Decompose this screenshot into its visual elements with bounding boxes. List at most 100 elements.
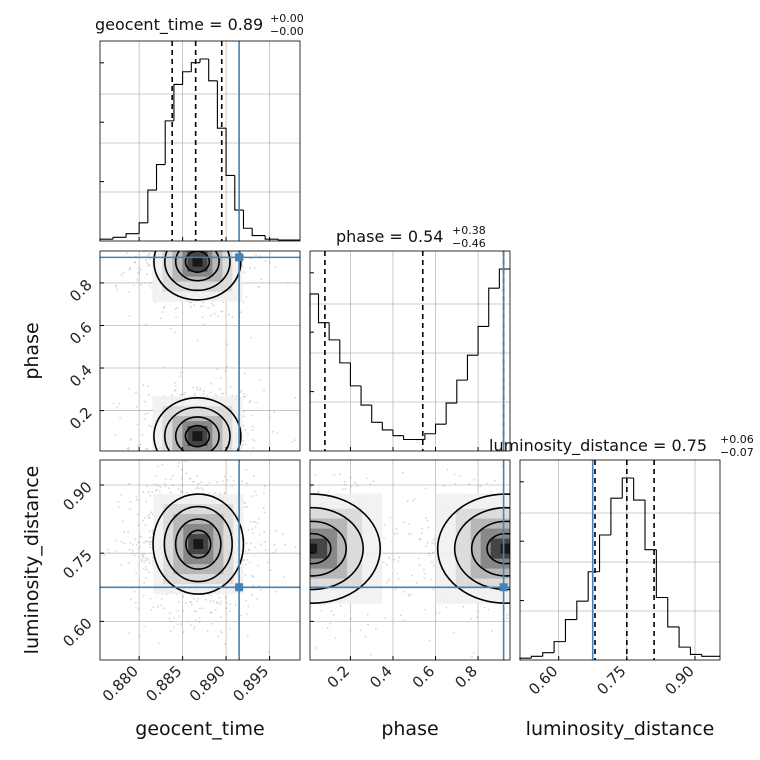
sample-point bbox=[523, 536, 525, 538]
frame-phase-luminosity-distance bbox=[309, 459, 511, 661]
sample-point bbox=[169, 464, 171, 466]
sample-point bbox=[511, 538, 513, 540]
sample-point bbox=[603, 571, 605, 573]
sample-point bbox=[119, 493, 122, 496]
sample-point bbox=[233, 486, 235, 488]
hist-bin-geocent-time-3 bbox=[138, 222, 148, 234]
sample-point bbox=[551, 534, 553, 536]
sample-point bbox=[202, 489, 205, 491]
sample-point bbox=[518, 575, 520, 577]
sample-point bbox=[201, 461, 203, 463]
sample-point bbox=[159, 465, 161, 467]
sample-point bbox=[166, 234, 168, 236]
truth-marker-phase-luminosity-distance bbox=[499, 583, 508, 592]
sample-point bbox=[421, 527, 424, 530]
sample-point bbox=[231, 485, 234, 488]
sample-point bbox=[151, 451, 153, 453]
sample-point bbox=[272, 504, 274, 506]
sample-point bbox=[273, 543, 276, 546]
sample-point bbox=[512, 472, 514, 474]
sample-point bbox=[342, 488, 345, 491]
sample-point bbox=[296, 588, 298, 590]
sample-point bbox=[180, 623, 182, 625]
sample-point bbox=[638, 582, 640, 584]
sample-point bbox=[179, 245, 181, 247]
sample-point bbox=[251, 528, 254, 530]
sample-point bbox=[543, 546, 545, 548]
sample-point bbox=[175, 230, 177, 232]
sample-point bbox=[217, 244, 219, 246]
sample-point bbox=[284, 541, 286, 543]
sample-point bbox=[210, 594, 213, 597]
sample-point bbox=[152, 606, 155, 609]
sample-point bbox=[250, 336, 253, 339]
sample-point bbox=[189, 477, 192, 480]
sample-point bbox=[242, 424, 245, 427]
sample-point bbox=[272, 533, 274, 535]
sample-point bbox=[219, 629, 222, 632]
sample-point bbox=[143, 594, 145, 597]
sample-point bbox=[129, 542, 132, 544]
sample-point bbox=[551, 551, 553, 553]
sample-point bbox=[263, 492, 265, 495]
sample-point bbox=[257, 619, 259, 621]
density-cell-geocent-time-luminosity-distance-0-5 bbox=[193, 539, 204, 550]
sample-point bbox=[531, 467, 533, 469]
sample-point bbox=[535, 621, 537, 623]
sample-point bbox=[490, 490, 493, 493]
sample-point bbox=[175, 480, 177, 482]
sample-point bbox=[287, 581, 289, 583]
title-phase-minus: −0.46 bbox=[452, 237, 486, 250]
sample-point bbox=[471, 656, 473, 658]
sample-point bbox=[518, 577, 520, 579]
sample-point bbox=[106, 548, 109, 551]
sample-point bbox=[196, 339, 199, 342]
sample-point bbox=[149, 517, 152, 519]
sample-point bbox=[293, 524, 295, 526]
sample-point bbox=[253, 554, 256, 557]
sample-point bbox=[262, 506, 265, 509]
sample-point bbox=[186, 231, 188, 233]
sample-point bbox=[393, 558, 395, 561]
sample-point bbox=[220, 631, 223, 634]
sample-point bbox=[379, 429, 381, 431]
sample-point bbox=[248, 561, 251, 564]
hist-bin-geocent-time-7 bbox=[173, 83, 183, 121]
sample-point bbox=[244, 550, 247, 553]
sample-point bbox=[148, 252, 150, 255]
hist-bin-phase-11 bbox=[424, 433, 436, 440]
sample-point bbox=[248, 574, 250, 576]
sample-point bbox=[213, 312, 216, 315]
sample-point bbox=[536, 460, 538, 462]
xtick-label-phase: 0.2 bbox=[324, 662, 354, 692]
sample-point bbox=[216, 241, 218, 243]
hist-bin-phase-8 bbox=[392, 429, 404, 437]
sample-point bbox=[182, 595, 185, 598]
sample-point bbox=[606, 471, 608, 473]
hist-bin-luminosity-distance-11 bbox=[644, 500, 657, 551]
sample-point bbox=[596, 616, 598, 618]
sample-point bbox=[224, 643, 226, 645]
sample-point bbox=[530, 595, 532, 597]
sample-point bbox=[122, 272, 125, 274]
sample-point bbox=[272, 551, 275, 554]
title-luminosity-distance-param: luminosity_distance bbox=[489, 436, 648, 456]
sample-point bbox=[528, 521, 530, 523]
sample-point bbox=[397, 560, 400, 563]
sample-point bbox=[186, 491, 189, 494]
hist-bin-geocent-time-6 bbox=[164, 120, 174, 165]
sample-point bbox=[249, 533, 251, 535]
sample-point bbox=[306, 498, 308, 500]
sample-point bbox=[428, 554, 431, 557]
sample-point bbox=[431, 561, 433, 564]
sample-point bbox=[288, 487, 290, 489]
sample-point bbox=[157, 465, 160, 468]
xtick-label-phase: 0.4 bbox=[366, 662, 396, 692]
sample-point bbox=[274, 525, 276, 527]
sample-point bbox=[200, 455, 202, 457]
sample-point bbox=[288, 468, 290, 470]
sample-point bbox=[153, 230, 155, 232]
sample-point bbox=[572, 537, 574, 539]
sample-point bbox=[180, 484, 183, 487]
sample-point bbox=[152, 230, 154, 232]
